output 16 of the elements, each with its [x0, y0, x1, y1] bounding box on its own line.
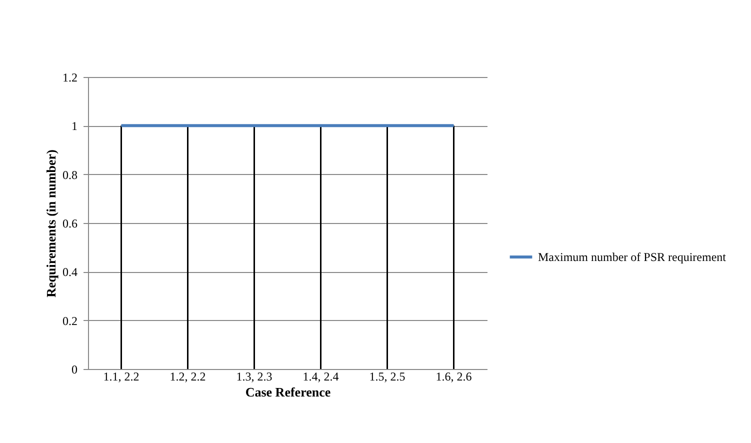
x-tick-label: 1.6, 2.6	[436, 370, 472, 384]
x-tick-label: 1.4, 2.4	[302, 370, 339, 384]
y-tick-label: 0.6	[62, 216, 78, 230]
x-tick-label: 1.3, 2.3	[236, 370, 272, 384]
y-tick-label: 1.2	[62, 70, 78, 84]
x-axis-title: Case Reference	[245, 384, 331, 400]
y-tick-label: 0.4	[62, 265, 78, 280]
y-tick-label: 0.2	[62, 314, 78, 328]
y-axis-title: Requirements (in number)	[44, 150, 58, 298]
y-tick-label: 0	[72, 362, 78, 376]
y-tick-label: 1	[72, 119, 78, 134]
y-tick-label: 0.8	[62, 168, 78, 182]
x-tick-label: 1.1, 2.2	[103, 370, 140, 384]
x-tick-label: 1.2, 2.2	[170, 370, 206, 384]
legend-label: Maximum number of PSR requirement	[538, 250, 727, 264]
x-tick-label: 1.5, 2.5	[369, 370, 406, 384]
